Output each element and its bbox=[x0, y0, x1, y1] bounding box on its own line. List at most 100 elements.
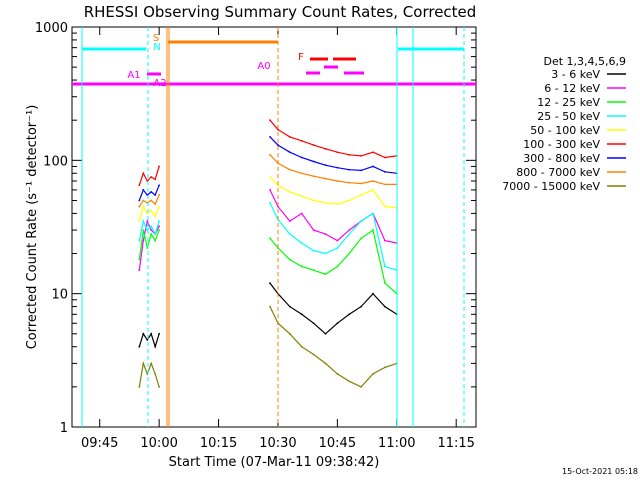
data-point-1-1-5 bbox=[154, 345, 157, 348]
data-point-7-2-1 bbox=[269, 135, 271, 138]
data-point-4-2-11 bbox=[384, 265, 386, 268]
data-point-1-2-3 bbox=[288, 305, 291, 308]
data-point-9-2-5 bbox=[312, 353, 315, 356]
data-point-2-2-3 bbox=[288, 220, 291, 223]
data-point-3-2-8 bbox=[348, 252, 351, 255]
data-point-8-1-5 bbox=[154, 203, 157, 205]
data-point-7-2-5 bbox=[312, 160, 315, 163]
flag-label-s: S bbox=[153, 33, 159, 44]
data-point-1-2-4 bbox=[300, 313, 303, 316]
data-point-3-2-5 bbox=[312, 269, 315, 272]
data-point-6-2-1 bbox=[269, 119, 271, 122]
data-point-5-2-7 bbox=[336, 203, 339, 205]
x-tick-label: 09:45 bbox=[81, 436, 118, 451]
series-line-3-segment-1 bbox=[138, 229, 160, 260]
data-point-5-1-5 bbox=[154, 215, 157, 218]
x-tick-label: 10:30 bbox=[259, 436, 296, 451]
data-point-9-2-9 bbox=[360, 385, 363, 388]
data-point-3-1-2 bbox=[142, 229, 145, 231]
data-point-6-2-10 bbox=[372, 151, 374, 154]
data-point-6-1-2 bbox=[142, 172, 145, 175]
data-point-4-1-6 bbox=[158, 220, 161, 223]
series-line-9-segment-1 bbox=[138, 361, 160, 388]
data-point-3-1-6 bbox=[158, 229, 161, 231]
data-point-7-2-6 bbox=[324, 164, 327, 167]
data-point-5-1-1 bbox=[138, 220, 141, 223]
flag-label-f: F bbox=[298, 52, 304, 63]
data-point-4-2-4 bbox=[300, 242, 303, 244]
data-point-7-2-7 bbox=[336, 166, 339, 169]
data-point-4-2-7 bbox=[336, 247, 339, 249]
series-line-7-segment-2 bbox=[269, 136, 397, 174]
data-point-1-1-1 bbox=[138, 345, 141, 348]
data-point-5-2-11 bbox=[384, 205, 386, 208]
data-point-4-1-1 bbox=[138, 239, 141, 242]
data-point-5-2-10 bbox=[372, 189, 374, 191]
data-point-8-2-1 bbox=[269, 153, 271, 156]
data-point-4-1-2 bbox=[142, 220, 145, 223]
legend-label: 3 - 6 keV bbox=[551, 68, 600, 81]
data-point-8-2-11 bbox=[384, 183, 386, 186]
data-point-1-2-10 bbox=[372, 292, 374, 295]
data-point-5-2-3 bbox=[288, 190, 291, 193]
data-point-4-2-3 bbox=[288, 233, 291, 235]
data-point-2-1-2 bbox=[142, 239, 145, 242]
data-point-1-1-3 bbox=[146, 339, 149, 341]
data-point-9-2-6 bbox=[324, 362, 327, 365]
data-point-1-1-2 bbox=[142, 332, 145, 335]
timestamp: 15-Oct-2021 05:18 bbox=[562, 467, 638, 476]
data-point-9-1-2 bbox=[142, 362, 145, 365]
series-line-1-segment-1 bbox=[138, 332, 160, 349]
data-point-4-2-5 bbox=[312, 249, 315, 252]
data-point-4-2-9 bbox=[360, 220, 363, 223]
legend-title: Det 1,3,4,5,6,9 bbox=[543, 55, 626, 68]
data-point-5-1-2 bbox=[142, 205, 145, 208]
data-point-6-2-4 bbox=[300, 139, 303, 142]
series-line-4-segment-1 bbox=[138, 219, 160, 241]
data-point-2-2-4 bbox=[300, 212, 303, 215]
data-point-2-1-1 bbox=[138, 269, 141, 272]
data-point-7-2-11 bbox=[384, 170, 386, 173]
data-point-2-2-8 bbox=[348, 229, 351, 231]
legend-label: 7000 - 15000 keV bbox=[502, 180, 600, 193]
data-point-4-2-10 bbox=[372, 212, 374, 215]
data-point-8-2-6 bbox=[324, 177, 327, 180]
flag-label-a0: A0 bbox=[257, 61, 270, 72]
data-point-3-2-7 bbox=[336, 265, 339, 268]
data-point-8-2-8 bbox=[348, 181, 351, 184]
data-point-7-2-4 bbox=[300, 156, 303, 159]
data-point-2-2-11 bbox=[384, 239, 386, 242]
data-point-5-2-8 bbox=[348, 199, 351, 202]
data-point-7-1-4 bbox=[150, 190, 153, 193]
data-point-5-2-9 bbox=[360, 194, 363, 196]
data-point-7-1-5 bbox=[154, 194, 157, 196]
plot-area bbox=[138, 119, 398, 388]
data-point-7-1-2 bbox=[142, 189, 145, 191]
y-tick-label: 1000 bbox=[35, 21, 68, 36]
data-point-6-2-5 bbox=[312, 144, 315, 147]
x-tick-label: 10:15 bbox=[200, 436, 237, 451]
data-point-2-2-7 bbox=[336, 239, 339, 242]
data-point-1-2-6 bbox=[324, 332, 327, 335]
legend-label: 12 - 25 keV bbox=[537, 96, 600, 109]
data-point-9-2-1 bbox=[269, 305, 271, 308]
y-tick-label: 100 bbox=[43, 154, 68, 169]
data-point-1-2-5 bbox=[312, 322, 315, 325]
series-line-7-segment-1 bbox=[138, 185, 160, 201]
legend-label: 6 - 12 keV bbox=[544, 82, 600, 95]
data-point-2-1-4 bbox=[150, 229, 153, 231]
data-point-5-2-5 bbox=[312, 199, 315, 202]
data-point-2-2-1 bbox=[269, 189, 271, 191]
data-point-8-1-4 bbox=[150, 199, 153, 202]
data-point-6-2-6 bbox=[324, 147, 327, 150]
data-point-7-2-10 bbox=[372, 165, 374, 168]
x-axis-label: Start Time (07-Mar-11 09:38:42) bbox=[169, 455, 380, 470]
y-axis: 1 10 100 1000 bbox=[35, 21, 476, 436]
y-tick-label: 10 bbox=[51, 288, 68, 303]
series-line-1-segment-2 bbox=[269, 282, 398, 335]
data-point-1-2-8 bbox=[348, 313, 351, 316]
flag-label-a1: A1 bbox=[127, 70, 140, 81]
data-point-6-2-7 bbox=[336, 151, 339, 154]
